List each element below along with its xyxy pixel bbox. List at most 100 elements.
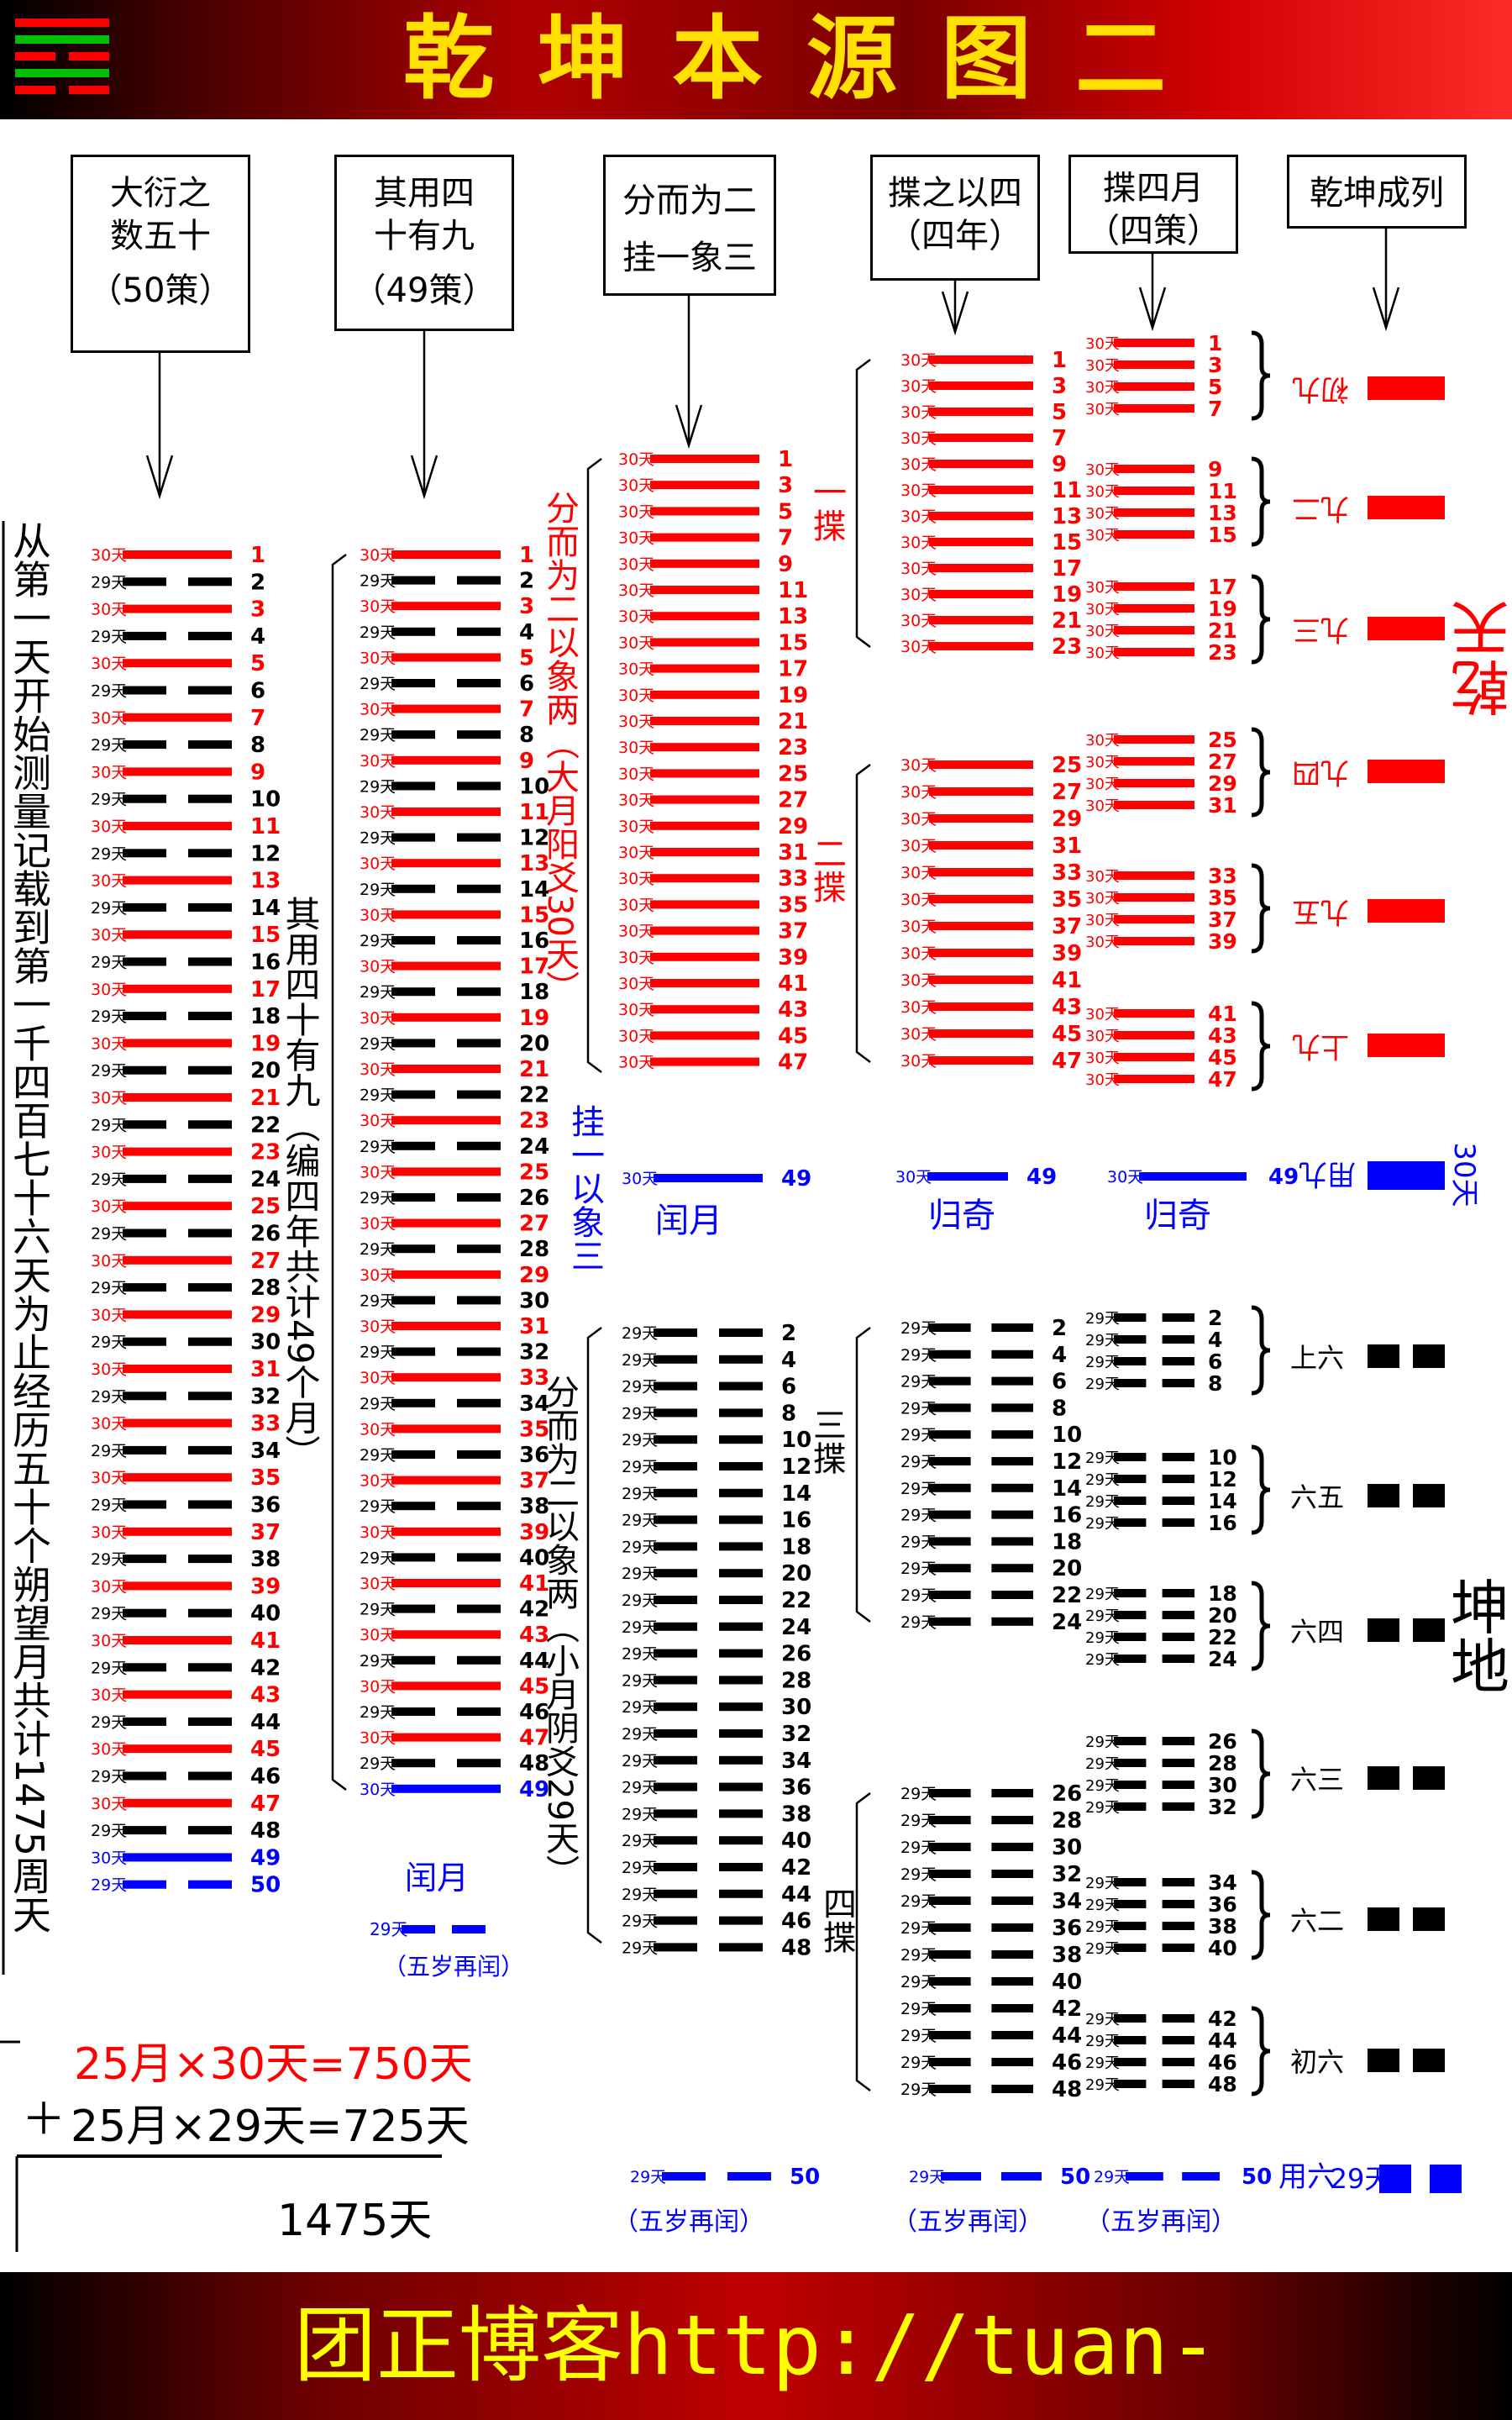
month-line-a [654,1676,697,1685]
month-number: 42 [250,1655,281,1681]
month-line-a [123,1717,166,1726]
day-label: 29天 [360,777,396,796]
month-number: 23 [250,1140,281,1165]
month-number: 5 [1208,375,1222,399]
month-number: 27 [250,1249,281,1274]
month-number: 43 [250,1683,281,1708]
month-number: 18 [1052,1529,1082,1555]
day-label: 29天 [622,1565,658,1583]
qian-yao-5 [1368,1034,1445,1057]
month-line-a [654,1596,697,1604]
day-label: 29天 [360,1292,396,1310]
day-label: 30天 [618,870,654,888]
month-line [929,787,1033,796]
month-number: 12 [519,826,549,851]
month-number: 31 [519,1314,549,1339]
month-number: 38 [519,1494,549,1519]
month-line [650,874,759,883]
month-number: 49 [1268,1165,1299,1190]
day-label: 30天 [91,1469,127,1487]
month-number: 31 [1052,834,1082,859]
day-label: 30天 [360,1163,396,1181]
month-line-b [457,1090,501,1099]
month-line-a [654,1863,697,1871]
kun-yao-a-0 [1368,1344,1399,1368]
month-line-a [929,1457,971,1465]
col4-guiqi-label: 归奇 [928,1197,995,1235]
month-number: 38 [250,1547,281,1572]
month-line [123,1690,232,1699]
day-label: 29天 [360,1395,396,1413]
month-line-b [1162,1655,1194,1663]
month-number: 48 [1052,2077,1082,2102]
month-line-a [391,627,435,636]
day-label: 29天 [360,1497,396,1516]
month-line [391,859,501,868]
month-line-b [719,1755,763,1765]
month-number: 29 [519,1263,549,1288]
day-label: 29天 [900,1586,937,1605]
day-label: 30天 [91,1740,127,1759]
qian-line-label-0: 初九 [1292,372,1349,406]
day-label: 29天 [622,1324,658,1343]
kun-yao-a-5 [1368,2049,1399,2072]
day-label: 30天 [360,1729,396,1748]
day-label: 29天 [360,983,396,1002]
month-number: 43 [1208,1023,1237,1048]
month-line [123,713,232,722]
month-number: 26 [519,1186,549,1211]
day-label: 29天 [91,899,127,918]
bracket-die1 [855,359,871,648]
day-label: 29天 [900,1839,937,1857]
day-label: 30天 [1085,527,1120,544]
month-number: 27 [1208,750,1237,774]
day-label: 29天 [900,1373,937,1392]
month-number: 39 [778,945,808,971]
day-label: 29天 [1085,1449,1120,1467]
calc-line1: 25月×30天=750天 [74,2039,473,2090]
month-number: 40 [1208,1936,1237,1960]
month-number: 33 [1052,860,1082,886]
month-number: 49 [519,1777,549,1802]
month-line-b [188,1120,232,1129]
month-line [1114,465,1194,473]
month-line-b [719,1676,763,1685]
month-line [929,381,1033,390]
day-label: 30天 [1085,644,1120,662]
day-label: 30天 [900,918,937,936]
month-line-a [929,2004,971,2012]
day-label: 30天 [91,763,127,781]
month-line-a [391,833,435,842]
day-label: 29天 [360,675,396,693]
day-label: 29天 [1085,1799,1120,1817]
day-label: 29天 [622,1859,658,1877]
month-number: 24 [1208,1647,1237,1671]
month-line-a [929,2031,971,2039]
day-label: 29天 [622,1645,658,1664]
month-line-a [654,1462,697,1470]
day-label: 30天 [900,638,937,656]
month-number: 17 [1052,556,1082,581]
month-line-a [123,794,166,803]
month-number: 45 [1208,1045,1237,1070]
month-line-b [991,1789,1033,1797]
month-line-b [1162,1357,1194,1365]
month-number: 46 [250,1765,281,1790]
header-dayan-line1: 大衍之 [110,174,211,213]
day-label: 30天 [91,655,127,673]
page-title: 乾坤本源图二 [402,7,1210,112]
day-label: 30天 [618,555,654,574]
month-line [123,1039,232,1048]
day-label: 30天 [1085,868,1120,886]
month-line-b [188,1555,232,1564]
day-label: 30天 [91,926,127,944]
day-label: 29天 [360,1344,396,1362]
month-line-b [1162,1589,1194,1597]
month-line [650,507,759,516]
month-number: 17 [519,955,549,980]
month-line-b [991,1376,1033,1386]
month-number: 16 [519,929,549,954]
month-number: 30 [519,1288,549,1313]
month-line-b [457,987,501,997]
month-line-b [991,1537,1033,1546]
